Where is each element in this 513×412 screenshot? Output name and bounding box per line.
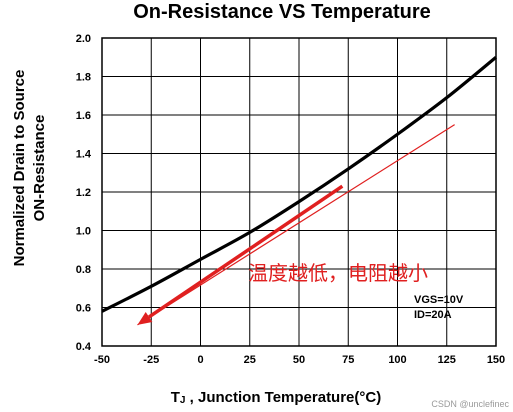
y-tick-label: 1.2 [76, 187, 91, 199]
x-axis-title-prefix: T [171, 389, 180, 406]
annotation-arrow-shaft [148, 184, 344, 319]
x-tick-label: -25 [143, 354, 159, 366]
x-tick-label: 0 [197, 354, 203, 366]
x-tick-labels: -50 -25 0 25 50 75 100 125 150 [94, 354, 505, 366]
y-tick-label: 0.4 [76, 341, 92, 353]
y-axis-title: Normalized Drain to Source ON-Resistance [11, 70, 48, 267]
plot-frame [101, 37, 497, 347]
condition-id: ID=20A [414, 309, 452, 321]
y-tick-label: 1.0 [76, 226, 91, 238]
x-tick-label: 50 [293, 354, 305, 366]
series-layer [101, 56, 498, 313]
y-tick-label: 0.8 [76, 264, 91, 276]
annotation-layer [137, 124, 455, 326]
x-tick-label: -50 [94, 354, 110, 366]
y-tick-labels: 0.4 0.6 0.8 1.0 1.2 1.4 1.6 1.8 2.0 [76, 33, 92, 353]
x-tick-label: 125 [438, 354, 456, 366]
series-line [101, 56, 498, 313]
x-tick-label: 100 [388, 354, 406, 366]
chart-title: On-Resistance VS Temperature [133, 1, 431, 23]
y-tick-label: 0.6 [76, 303, 91, 315]
x-axis-title-subscript: J [180, 395, 186, 406]
y-tick-label: 1.6 [76, 110, 91, 122]
x-tick-label: 75 [342, 354, 354, 366]
x-axis-title: TJ , Junction Temperature(°C) [171, 389, 381, 406]
annotation-text: 温度越低，电阻越小 [248, 261, 428, 285]
x-axis-title-rest: , Junction Temperature(°C) [185, 389, 381, 406]
y-tick-label: 1.8 [76, 72, 91, 84]
y-tick-label: 2.0 [76, 33, 91, 45]
y-axis-title-line1: Normalized Drain to Source [11, 70, 28, 267]
annotation-thin-line [137, 124, 455, 326]
condition-vgs: VGS=10V [414, 294, 464, 306]
y-tick-label: 1.4 [76, 149, 92, 161]
annotation-arrow-head [137, 312, 153, 325]
watermark: CSDN @unclefinec [431, 399, 509, 409]
x-tick-label: 25 [244, 354, 256, 366]
x-tick-label: 150 [487, 354, 505, 366]
y-axis-title-line2: ON-Resistance [31, 115, 48, 222]
